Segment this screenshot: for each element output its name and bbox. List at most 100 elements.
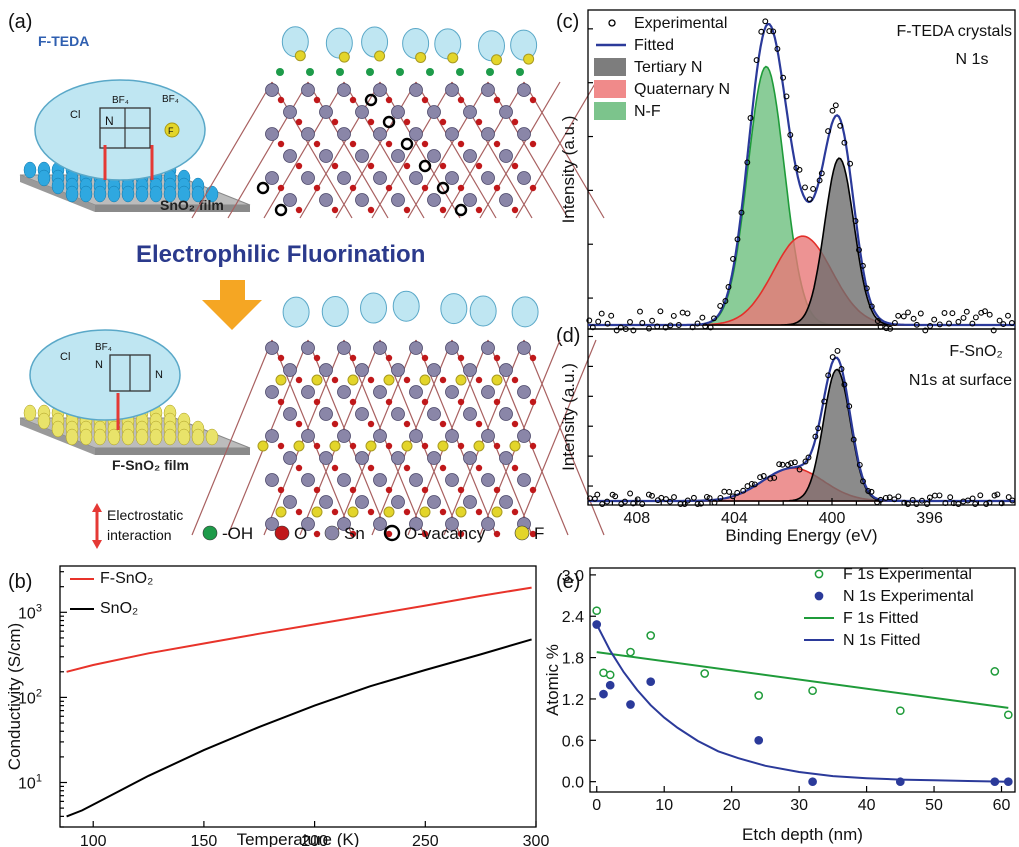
x-tick-label: 250 [412, 833, 439, 847]
f-atom [374, 50, 386, 62]
f-atom [257, 440, 269, 452]
data-point [698, 500, 704, 507]
sn-atom [319, 105, 333, 119]
solvent-bubble [360, 292, 388, 324]
lattice-bond [523, 81, 605, 219]
data-point [753, 57, 760, 64]
f-atom [311, 374, 323, 386]
data-point [681, 501, 688, 507]
legend-label: N-F [634, 103, 661, 120]
o-atom [313, 354, 321, 362]
data-point [604, 320, 611, 327]
data-point [805, 454, 812, 461]
data-point [608, 312, 615, 319]
sn-atom [265, 127, 279, 141]
o-atom [421, 530, 429, 538]
xps-f-teda-chart: Intensity (a.u.) F-TEDA crystals N 1s Exper… [559, 9, 1016, 334]
data-point [586, 317, 593, 324]
substrate-sphere [149, 185, 163, 203]
sn-atom [391, 407, 405, 421]
data-point [639, 320, 646, 326]
conductivity-chart: 100 150 200 250 300 101 102 103 Temperature (K) C… [5, 565, 549, 847]
data-point [639, 501, 646, 507]
atom-legend-item: F [514, 524, 544, 543]
open-circle-icon [383, 524, 401, 542]
o-atom [457, 442, 465, 450]
sn-atom [355, 407, 369, 421]
f-atom [311, 506, 323, 518]
solvent-bubble [511, 296, 539, 328]
sn-atom [427, 105, 441, 119]
legend-label: Tertiary N [634, 59, 702, 76]
data-point [667, 498, 673, 505]
substrate-sphere [65, 428, 79, 446]
o-atom [313, 442, 321, 450]
data-point [734, 489, 741, 496]
data-point [658, 494, 665, 501]
sno2-crystal-top [191, 26, 605, 219]
o-atom [385, 398, 393, 406]
data-point [815, 425, 822, 432]
sn-atom [391, 363, 405, 377]
sn-atom [373, 473, 387, 487]
sn-atom [499, 193, 513, 207]
y-axis-title: Conductivity (S/cm) [5, 623, 24, 770]
data-point [996, 317, 1003, 324]
data-point [621, 498, 628, 505]
data-point [617, 324, 624, 331]
sn-atom [355, 149, 369, 163]
data-point [942, 500, 949, 507]
data-point [663, 496, 669, 503]
substrate-sphere [23, 404, 37, 422]
plot-frame [587, 328, 1016, 506]
o-atom [367, 420, 375, 428]
sn-atom [283, 451, 297, 465]
sn-atom [337, 341, 351, 355]
sn-atom [265, 385, 279, 399]
sn-atom [265, 429, 279, 443]
y-tick-label: 2.4 [562, 609, 584, 626]
data-point [744, 159, 751, 166]
substrate-sphere [93, 185, 107, 203]
data-point [657, 308, 664, 315]
sn-atom [373, 385, 387, 399]
o-atom [511, 162, 519, 170]
sn-atom [427, 451, 441, 465]
o-atom [277, 442, 285, 450]
legend-marker [608, 19, 616, 27]
o-atom [529, 530, 537, 538]
o-atom [367, 508, 375, 516]
f-atom [523, 53, 535, 65]
data-point [679, 309, 686, 316]
data-point [895, 312, 902, 319]
sn-atom [337, 473, 351, 487]
o-atom [529, 486, 537, 494]
o-atom [529, 442, 537, 450]
o-atom [403, 464, 411, 472]
o-atom [277, 486, 285, 494]
n-atom-label-bottom-2: N [155, 369, 163, 381]
interaction-line1: Electrostatic [107, 507, 183, 523]
f-atom [509, 440, 521, 452]
f-atom [293, 440, 305, 452]
data-point [771, 474, 778, 481]
data-point [612, 493, 619, 500]
data-point [754, 735, 764, 745]
sn-atom [391, 495, 405, 509]
atom-legend-item: Sn [324, 524, 365, 543]
sn-atom [319, 363, 333, 377]
data-point [856, 461, 863, 468]
o-atom [295, 376, 303, 384]
sn-atom [283, 149, 297, 163]
sn-atom [265, 341, 279, 355]
o-atom [421, 184, 429, 192]
data-point [626, 647, 635, 657]
o-vacancy [382, 115, 396, 129]
o-atom [511, 206, 519, 214]
sn-atom [337, 385, 351, 399]
interaction-line2: interaction [107, 527, 172, 543]
o-atom [385, 442, 393, 450]
data-point [806, 196, 813, 203]
sn-atom [373, 127, 387, 141]
legend-swatch [594, 80, 626, 98]
